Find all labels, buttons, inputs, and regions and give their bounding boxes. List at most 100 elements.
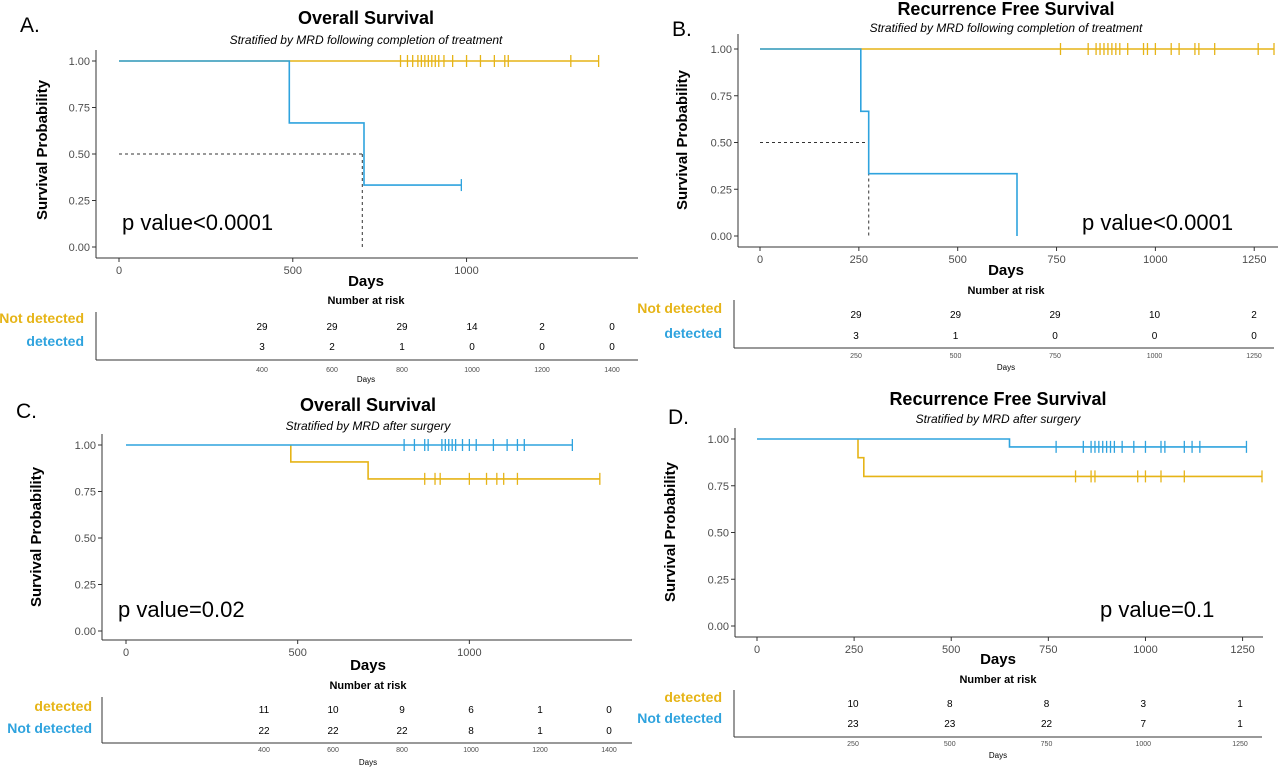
risk-count: 1 [1237, 699, 1243, 710]
risk-count: 6 [468, 705, 474, 716]
risk-x-tick-label: 750 [1049, 353, 1061, 360]
risk-group-label: Not detected [637, 300, 722, 316]
x-tick-label: 1000 [1133, 644, 1157, 656]
y-tick-label: 0.75 [69, 103, 90, 115]
risk-table-title: Number at risk [959, 674, 1037, 686]
risk-count: 2 [539, 322, 545, 333]
risk-count: 23 [847, 719, 859, 730]
risk-x-tick-label: 1200 [534, 367, 550, 374]
risk-x-axis-label: Days [989, 751, 1007, 760]
risk-group-label: Not detected [0, 310, 84, 326]
risk-count: 22 [396, 726, 408, 737]
y-tick-label: 0.25 [711, 184, 732, 196]
chart-subtitle: Stratified by MRD following completion o… [230, 33, 503, 47]
risk-count: 8 [947, 699, 953, 710]
risk-table-title: Number at risk [327, 295, 405, 307]
x-tick-label: 500 [942, 644, 960, 656]
chart-subtitle: Stratified by MRD after surgery [916, 412, 1082, 426]
risk-count: 1 [537, 705, 543, 716]
x-tick-label: 750 [1039, 644, 1057, 656]
y-tick-label: 0.00 [69, 242, 90, 254]
risk-count: 8 [1044, 699, 1050, 710]
risk-count: 0 [469, 342, 475, 353]
p-value: p value=0.1 [1100, 597, 1214, 622]
risk-count: 0 [1052, 331, 1058, 342]
survival-curve-not-detected [757, 438, 1247, 448]
x-tick-label: 0 [754, 644, 760, 656]
risk-x-tick-label: 500 [944, 741, 956, 748]
survival-curve-detected [760, 48, 1018, 236]
risk-count: 10 [327, 705, 339, 716]
risk-x-tick-label: 400 [258, 747, 270, 754]
y-tick-label: 0.75 [711, 91, 732, 103]
risk-x-tick-label: 1400 [601, 747, 617, 754]
y-axis-label: Survival Probability [28, 466, 45, 607]
panel-letter: A. [20, 14, 40, 37]
risk-x-tick-label: 600 [326, 367, 338, 374]
survival-curve-detected [289, 445, 600, 480]
risk-count: 22 [258, 726, 270, 737]
survival-curve-detected [119, 60, 462, 186]
panel-a: A. Overall Survival Stratified by MRD foll… [0, 8, 638, 384]
risk-count: 3 [1140, 699, 1146, 710]
chart-title: Recurrence Free Survival [889, 389, 1106, 409]
risk-x-tick-label: 1250 [1232, 741, 1248, 748]
risk-count: 9 [399, 705, 405, 716]
risk-count: 0 [1152, 331, 1158, 342]
risk-count: 22 [1041, 719, 1053, 730]
risk-table-title: Number at risk [967, 285, 1045, 297]
risk-count: 10 [847, 699, 859, 710]
x-tick-label: 1000 [454, 265, 478, 277]
panel-letter: B. [672, 18, 692, 41]
risk-count: 2 [1251, 310, 1257, 321]
y-axis-label: Survival Probability [662, 461, 679, 602]
risk-count: 29 [850, 310, 862, 321]
panel-c: C. Overall Survival Stratified by MRD afte… [7, 395, 632, 767]
y-tick-label: 0.25 [708, 574, 729, 586]
risk-group-label: detected [34, 698, 92, 714]
risk-count: 11 [259, 705, 270, 716]
x-tick-label: 0 [123, 647, 129, 659]
risk-table-title: Number at risk [329, 680, 407, 692]
chart-subtitle: Stratified by MRD following completion o… [870, 21, 1143, 35]
y-tick-label: 0.50 [711, 138, 732, 150]
x-tick-label: 250 [850, 254, 868, 266]
risk-count: 8 [468, 726, 474, 737]
risk-count: 3 [259, 342, 265, 353]
x-axis-label: Days [980, 651, 1016, 668]
chart-title: Overall Survival [298, 8, 434, 28]
risk-count: 29 [396, 322, 408, 333]
y-tick-label: 0.00 [711, 231, 732, 243]
x-tick-label: 500 [949, 254, 967, 266]
risk-count: 1 [399, 342, 405, 353]
risk-count: 0 [609, 342, 615, 353]
risk-x-tick-label: 800 [396, 747, 408, 754]
panel-letter: C. [16, 400, 37, 423]
risk-count: 29 [326, 322, 338, 333]
risk-count: 0 [606, 705, 612, 716]
x-axis-label: Days [348, 273, 384, 290]
y-tick-label: 0.25 [69, 196, 90, 208]
y-tick-label: 0.75 [708, 481, 729, 493]
x-tick-label: 1250 [1242, 254, 1266, 266]
risk-x-tick-label: 1200 [532, 747, 548, 754]
risk-count: 0 [1251, 331, 1257, 342]
risk-x-tick-label: 1400 [604, 367, 620, 374]
risk-count: 1 [953, 331, 959, 342]
y-tick-label: 0.50 [75, 533, 96, 545]
y-tick-label: 0.25 [75, 580, 96, 592]
p-value: p value=0.02 [118, 597, 245, 622]
risk-count: 0 [606, 726, 612, 737]
risk-count: 1 [1237, 719, 1243, 730]
chart-title: Overall Survival [300, 395, 436, 415]
y-axis-label: Survival Probability [674, 69, 691, 210]
risk-count: 3 [853, 331, 859, 342]
risk-x-tick-label: 1000 [1147, 353, 1163, 360]
y-tick-label: 1.00 [69, 56, 90, 68]
risk-x-axis-label: Days [357, 375, 375, 384]
y-axis-label: Survival Probability [34, 79, 51, 220]
y-tick-label: 1.00 [711, 44, 732, 56]
risk-x-tick-label: 1000 [464, 367, 480, 374]
x-tick-label: 1250 [1230, 644, 1254, 656]
x-tick-label: 1000 [1143, 254, 1167, 266]
